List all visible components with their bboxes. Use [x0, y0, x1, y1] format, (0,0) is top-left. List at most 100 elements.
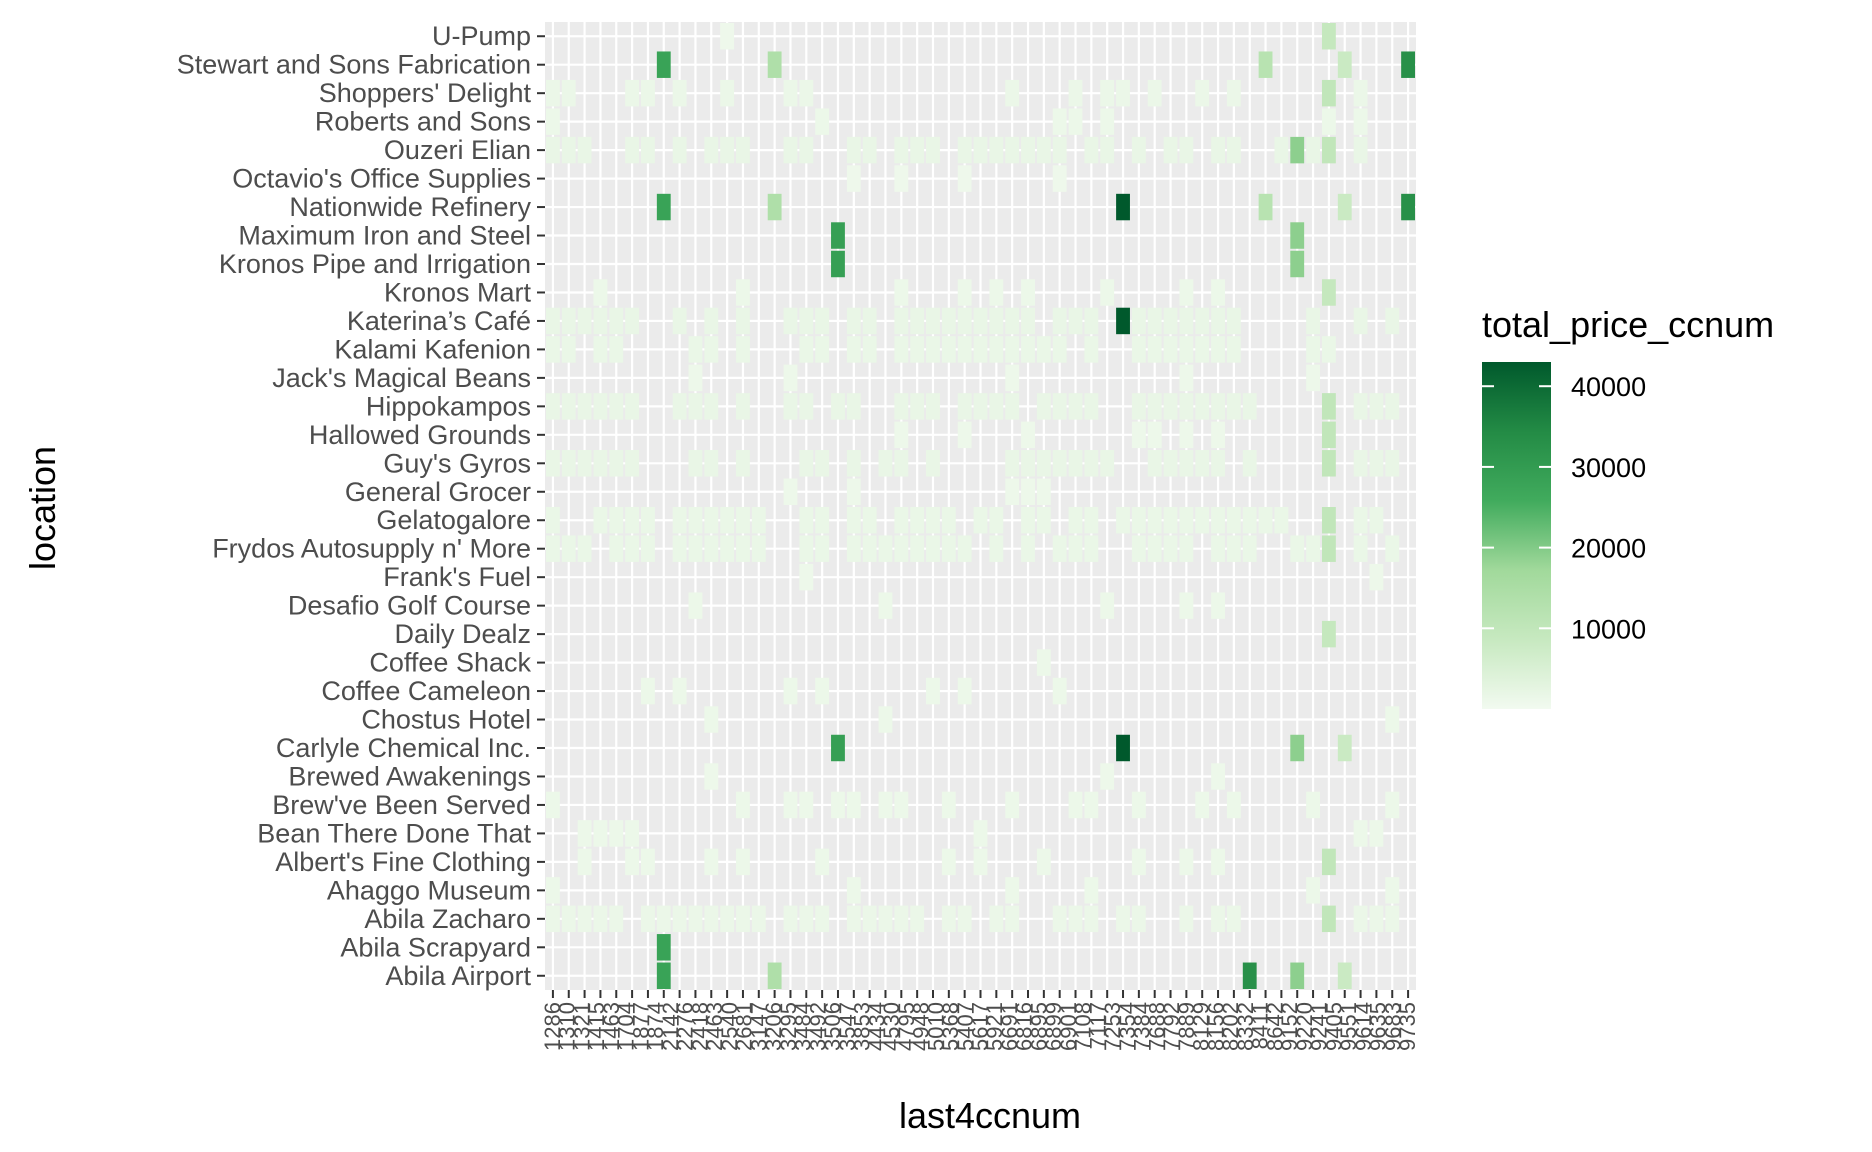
heatmap-tile — [926, 507, 940, 534]
heatmap-tile — [941, 336, 956, 363]
x-tick-label: 3147 — [746, 1002, 771, 1051]
x-tick-label: 9152 — [1277, 1002, 1302, 1051]
heatmap-tile — [910, 507, 925, 534]
heatmap-tile — [593, 336, 608, 363]
heatmap-tile — [625, 507, 640, 534]
heatmap-tile — [941, 307, 956, 335]
y-tick-label: Abila Airport — [385, 961, 531, 991]
heatmap-tile — [546, 905, 560, 933]
x-tick-label: 2540 — [717, 1002, 742, 1051]
heatmap-tile — [957, 336, 972, 363]
heatmap-tile — [1306, 136, 1320, 164]
heatmap-tile — [1337, 51, 1352, 78]
heatmap-tile — [846, 307, 861, 335]
heatmap-tile — [878, 450, 893, 477]
x-tick-label: 1310 — [555, 1002, 580, 1051]
x-tick-label: 3295 — [776, 1002, 801, 1051]
heatmap-tile — [546, 108, 560, 135]
heatmap-tile — [1052, 307, 1067, 335]
heatmap-tile — [1306, 336, 1320, 363]
heatmap-tile — [561, 393, 576, 420]
heatmap-tile — [720, 23, 735, 50]
heatmap-tile — [736, 393, 750, 420]
x-tick-label: 7889 — [1174, 1002, 1199, 1051]
heatmap-tile — [1021, 307, 1035, 335]
heatmap-tile — [1084, 905, 1099, 933]
heatmap-tile — [926, 336, 940, 363]
heatmap-tile — [672, 393, 687, 420]
heatmap-tile — [1385, 450, 1400, 477]
heatmap-tile — [894, 279, 909, 306]
x-axis-title: last4ccnum — [899, 1095, 1081, 1136]
heatmap-tile — [941, 791, 956, 819]
heatmap-tile — [1052, 535, 1067, 562]
heatmap-tile — [989, 279, 1004, 306]
heatmap-tile — [1385, 905, 1400, 933]
x-tick-label: 6816 — [1012, 1002, 1037, 1051]
heatmap-tile — [720, 507, 735, 534]
heatmap-tile — [1353, 535, 1368, 562]
heatmap-tile — [546, 791, 560, 819]
y-tick-label: Kronos Mart — [384, 277, 532, 307]
heatmap-tile — [1321, 108, 1336, 135]
heatmap-tile — [815, 336, 830, 363]
heatmap-tile — [1100, 592, 1115, 619]
heatmap-tile — [783, 79, 798, 107]
heatmap-tile — [641, 677, 655, 705]
heatmap-tile — [720, 136, 735, 164]
heatmap-tile — [1306, 307, 1320, 335]
heatmap-tile — [957, 165, 972, 192]
heatmap-tile — [1211, 450, 1225, 477]
heatmap-tile — [1147, 393, 1162, 420]
heatmap-tile — [846, 877, 861, 904]
heatmap-tile — [1021, 279, 1035, 306]
heatmap-tile — [1369, 393, 1384, 420]
y-tick-label: Roberts and Sons — [315, 107, 531, 137]
legend-colorbar — [1482, 362, 1551, 709]
heatmap-tile — [720, 79, 735, 107]
heatmap-tile — [577, 393, 592, 420]
heatmap-tile — [1163, 307, 1178, 335]
heatmap-tile — [1005, 450, 1020, 477]
heatmap-tile — [656, 962, 671, 989]
heatmap-tile — [799, 136, 814, 164]
heatmap-tile — [878, 535, 893, 562]
heatmap-tile — [926, 535, 940, 562]
heatmap-tile — [989, 136, 1004, 164]
heatmap-tile — [656, 51, 671, 78]
y-tick-label: Abila Scrapyard — [340, 932, 531, 962]
heatmap-tile — [989, 507, 1004, 534]
heatmap-tile — [577, 136, 592, 164]
heatmap-tile — [704, 336, 719, 363]
heatmap-tile — [957, 307, 972, 335]
heatmap-tile — [957, 421, 972, 449]
heatmap-tile — [1068, 535, 1083, 562]
y-tick-label: Kronos Pipe and Irrigation — [219, 249, 531, 279]
heatmap-tile — [1005, 791, 1020, 819]
heatmap-tile — [1290, 222, 1305, 249]
y-tick-label: Brew've Been Served — [272, 790, 531, 820]
heatmap-tile — [1036, 136, 1051, 164]
heatmap-tile — [1163, 393, 1178, 420]
heatmap-tile — [1258, 51, 1273, 78]
heatmap-tile — [593, 820, 608, 847]
heatmap-tile — [751, 535, 766, 562]
y-tick-label: Guy's Gyros — [383, 448, 531, 478]
heatmap-tile — [609, 507, 624, 534]
heatmap-tile — [672, 507, 687, 534]
legend-tick-label: 20000 — [1571, 534, 1646, 564]
heatmap-tile — [1211, 507, 1225, 534]
heatmap-tile — [1369, 507, 1384, 534]
heatmap-tile — [831, 250, 845, 278]
heatmap-tile — [1147, 307, 1162, 335]
heatmap-tile — [736, 791, 750, 819]
heatmap-tile — [1321, 905, 1336, 933]
heatmap-tile — [561, 336, 576, 363]
heatmap-tile — [941, 507, 956, 534]
heatmap-tile — [973, 848, 988, 876]
heatmap-tile — [862, 136, 877, 164]
heatmap-tile — [1179, 279, 1194, 306]
y-tick-label: Nationwide Refinery — [289, 192, 531, 222]
heatmap-tile — [783, 905, 798, 933]
heatmap-tile — [910, 905, 925, 933]
